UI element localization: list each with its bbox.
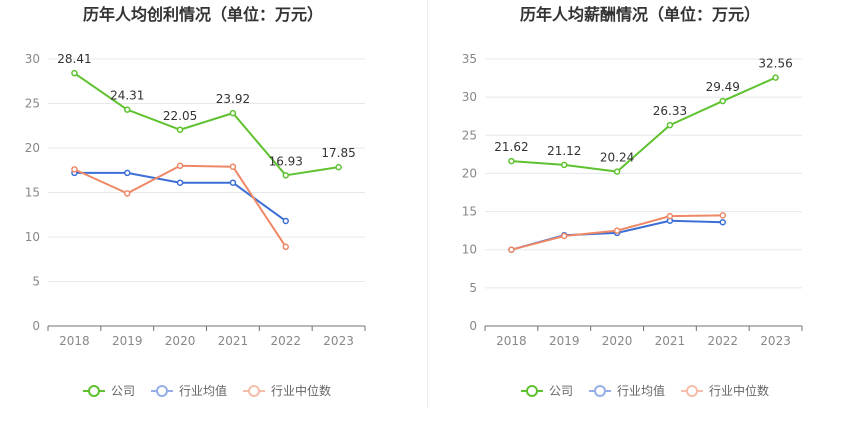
legend: 公司 行业均值 行业中位数 bbox=[520, 383, 769, 398]
y-tick-label: 5 bbox=[32, 275, 40, 289]
x-tick-label: 2023 bbox=[760, 334, 791, 348]
data-label: 20.24 bbox=[600, 151, 634, 165]
data-point[interactable] bbox=[508, 157, 515, 165]
chart-title-salary: 历年人均薪酬情况（单位：万元） bbox=[520, 5, 760, 24]
x-tick-label: 2018 bbox=[496, 334, 527, 348]
x-tick-label: 2020 bbox=[165, 334, 196, 348]
data-label: 26.33 bbox=[653, 104, 687, 118]
x-tick-label: 2022 bbox=[707, 334, 738, 348]
series-line-1 bbox=[511, 76, 776, 173]
y-tick-label: 5 bbox=[469, 281, 477, 295]
legend-item-2[interactable]: 行业均值 bbox=[150, 383, 227, 398]
y-tick-label: 0 bbox=[469, 319, 477, 333]
chart-divider bbox=[427, 0, 428, 408]
legend-line-marker-icon bbox=[243, 385, 266, 397]
data-point[interactable] bbox=[176, 179, 184, 186]
x-tick-label: 2022 bbox=[270, 334, 301, 348]
data-label: 17.85 bbox=[321, 146, 355, 160]
legend-label: 行业中位数 bbox=[709, 383, 769, 398]
data-point[interactable] bbox=[229, 109, 237, 117]
x-tick-label: 2019 bbox=[112, 334, 143, 348]
data-point[interactable] bbox=[71, 69, 78, 77]
y-tick-label: 20 bbox=[25, 141, 40, 155]
data-point[interactable] bbox=[772, 74, 779, 81]
data-label: 21.12 bbox=[547, 144, 581, 158]
data-point[interactable] bbox=[561, 161, 568, 169]
x-tick-label: 2021 bbox=[218, 334, 249, 348]
data-label: 21.62 bbox=[494, 140, 528, 154]
data-point[interactable] bbox=[282, 243, 289, 251]
data-label: 23.92 bbox=[216, 92, 250, 106]
data-label: 29.49 bbox=[706, 80, 740, 94]
data-point[interactable] bbox=[508, 246, 515, 253]
legend-line-marker-icon bbox=[520, 385, 543, 397]
data-label: 28.41 bbox=[57, 52, 91, 66]
data-point[interactable] bbox=[666, 121, 674, 129]
series-line-3 bbox=[74, 164, 287, 248]
legend-item-1[interactable]: 公司 bbox=[82, 384, 135, 398]
data-point[interactable] bbox=[282, 172, 289, 179]
legend-label: 公司 bbox=[111, 384, 135, 398]
data-label: 22.05 bbox=[163, 109, 197, 123]
legend-line-marker-icon bbox=[82, 385, 105, 397]
legend-line-marker-icon bbox=[150, 385, 173, 397]
data-point[interactable] bbox=[229, 179, 237, 186]
data-point[interactable] bbox=[71, 166, 78, 173]
y-tick-label: 20 bbox=[462, 166, 477, 180]
series-line-1 bbox=[73, 72, 339, 177]
y-tick-label: 10 bbox=[25, 230, 40, 244]
y-tick-label: 25 bbox=[462, 128, 477, 142]
legend-item-1[interactable]: 公司 bbox=[520, 384, 573, 398]
legend-label: 公司 bbox=[549, 384, 573, 398]
legend: 公司 行业均值 行业中位数 bbox=[82, 383, 331, 398]
x-tick-label: 2021 bbox=[655, 334, 686, 348]
y-tick-label: 25 bbox=[25, 97, 40, 111]
chart-2-plot: 0 5 10 15 20 25 30 35 2018 2019 2020 2021 2022 2023 21… bbox=[462, 52, 803, 348]
data-point[interactable] bbox=[719, 212, 726, 219]
y-tick-label: 15 bbox=[25, 186, 40, 200]
data-point[interactable] bbox=[719, 97, 726, 105]
data-point[interactable] bbox=[124, 106, 131, 113]
data-point[interactable] bbox=[176, 126, 184, 134]
legend-line-marker-icon bbox=[588, 385, 611, 397]
x-tick-label: 2020 bbox=[602, 334, 633, 348]
y-tick-label: 0 bbox=[32, 319, 40, 333]
data-point[interactable] bbox=[124, 190, 131, 197]
y-tick-label: 15 bbox=[462, 205, 477, 219]
legend-item-3[interactable]: 行业中位数 bbox=[243, 383, 331, 398]
y-tick-label: 35 bbox=[462, 52, 477, 66]
legend-item-2[interactable]: 行业均值 bbox=[588, 383, 665, 398]
legend-label: 行业均值 bbox=[179, 383, 227, 398]
data-point[interactable] bbox=[335, 163, 342, 171]
chart-1-plot: 0 5 10 15 20 25 30 2018 2019 2020 2021 2022 2023 28.4… bbox=[25, 52, 366, 348]
data-point[interactable] bbox=[229, 163, 237, 170]
data-point[interactable] bbox=[613, 227, 621, 234]
x-tick-label: 2018 bbox=[59, 334, 90, 348]
data-label: 24.31 bbox=[110, 89, 144, 103]
data-point[interactable] bbox=[666, 212, 674, 220]
legend-label: 行业中位数 bbox=[271, 383, 331, 398]
data-point[interactable] bbox=[124, 169, 131, 177]
legend-item-3[interactable]: 行业中位数 bbox=[681, 383, 769, 398]
data-label: 16.93 bbox=[269, 154, 303, 168]
y-tick-label: 30 bbox=[462, 90, 477, 104]
data-point[interactable] bbox=[176, 162, 184, 170]
data-point[interactable] bbox=[282, 217, 289, 225]
y-tick-label: 30 bbox=[25, 52, 40, 66]
x-tick-label: 2019 bbox=[549, 334, 580, 348]
x-tick-label: 2023 bbox=[323, 334, 354, 348]
data-point[interactable] bbox=[613, 168, 621, 175]
legend-label: 行业均值 bbox=[617, 383, 665, 398]
y-tick-label: 10 bbox=[462, 243, 477, 257]
legend-line-marker-icon bbox=[681, 385, 704, 397]
data-point[interactable] bbox=[561, 232, 568, 240]
data-point[interactable] bbox=[719, 219, 726, 226]
data-label: 32.56 bbox=[758, 57, 792, 71]
chart-title-profit: 历年人均创利情况（单位：万元） bbox=[83, 5, 323, 24]
